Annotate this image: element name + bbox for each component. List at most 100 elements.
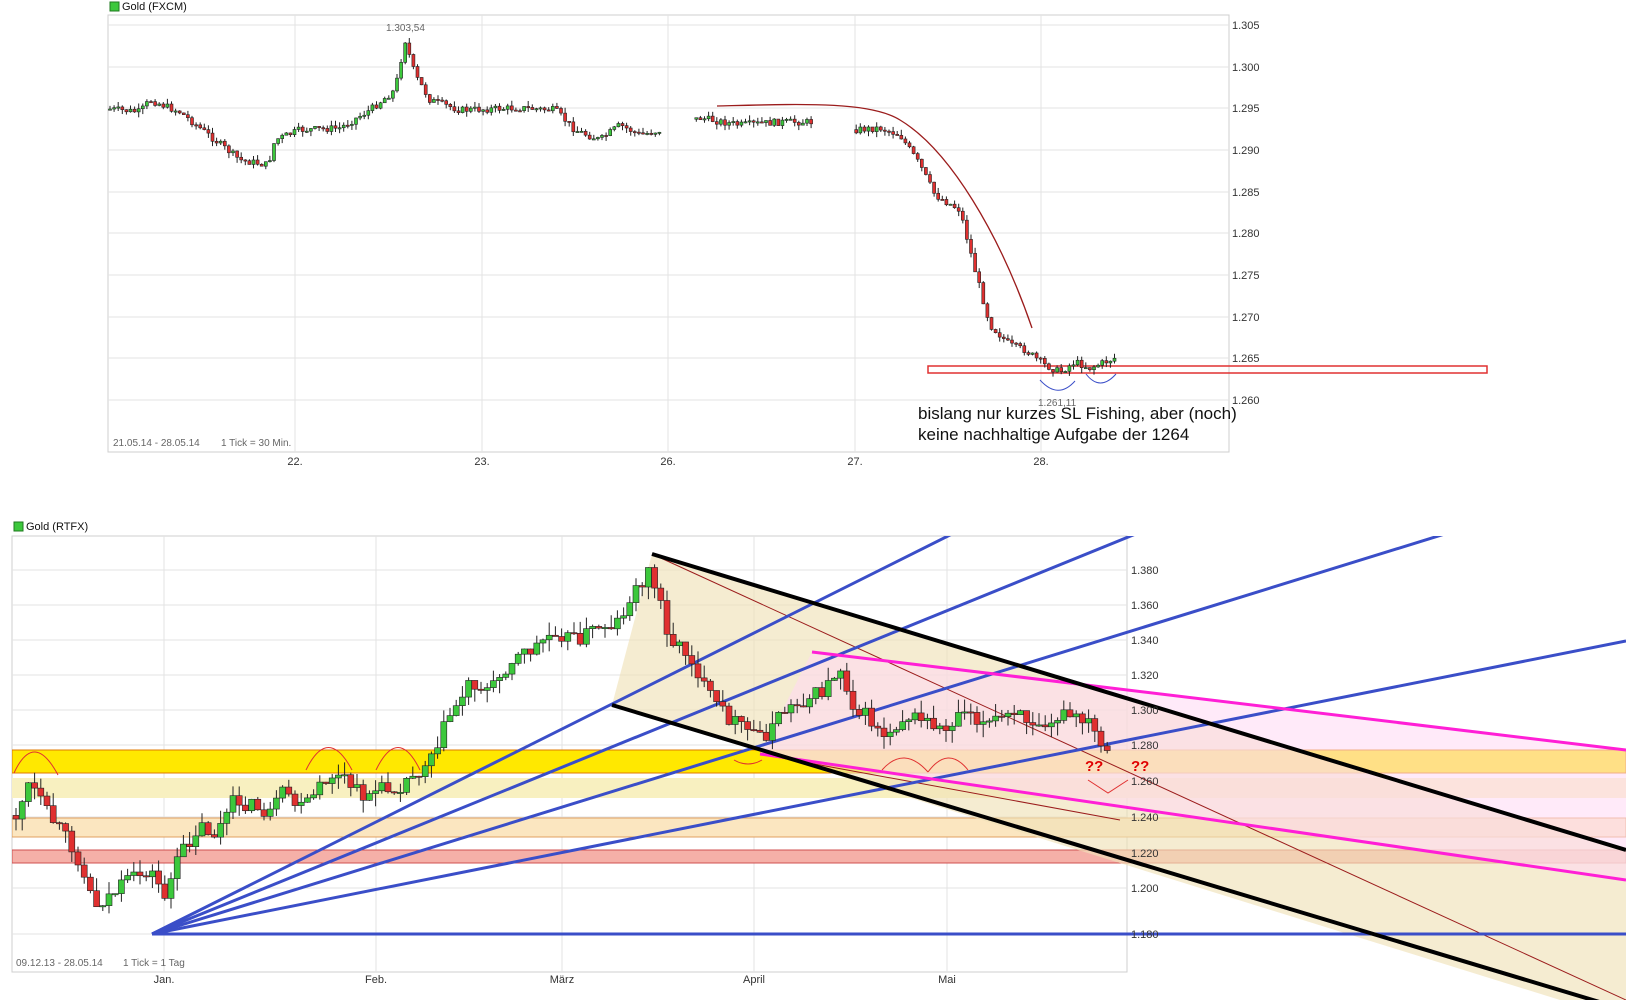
candle: [787, 704, 795, 714]
candle: [793, 704, 801, 707]
candle: [263, 161, 268, 167]
candle: [542, 107, 547, 111]
candle: [843, 670, 851, 692]
candle: [651, 567, 658, 589]
candle: [1026, 352, 1031, 355]
candle: [56, 822, 63, 825]
candle: [456, 110, 461, 113]
candle: [891, 131, 895, 135]
candle: [149, 101, 153, 104]
candle: [669, 634, 677, 647]
candle: [279, 786, 286, 799]
candle: [1103, 745, 1111, 751]
candle: [973, 252, 977, 273]
candle: [43, 795, 51, 806]
bottom-wedge-upper: [811, 650, 1626, 752]
candle: [300, 126, 305, 132]
candle: [432, 99, 436, 103]
candle: [116, 106, 120, 109]
candle: [374, 104, 379, 109]
candle: [924, 167, 928, 175]
candle: [855, 709, 863, 716]
candle: [452, 106, 457, 112]
candle: [68, 830, 76, 853]
chart-top: Gold (FXCM) 1.305 1.300 1.295 1.290 1.28…: [107, 1, 1488, 468]
candle: [1004, 712, 1012, 717]
candle: [239, 156, 243, 161]
candle: [521, 648, 528, 655]
candle: [993, 329, 998, 333]
candle: [173, 110, 178, 113]
candle: [1100, 360, 1104, 366]
candle: [354, 117, 358, 125]
candle: [1035, 724, 1043, 727]
candle: [965, 219, 969, 240]
candle: [460, 106, 465, 113]
candle: [321, 127, 326, 130]
bottom-y-tick: 1.280: [1131, 740, 1159, 752]
candle: [149, 870, 156, 878]
candle: [272, 143, 276, 161]
candle: [169, 103, 174, 112]
candle: [587, 134, 592, 140]
candle: [600, 135, 604, 138]
candle: [874, 725, 882, 729]
candle: [341, 774, 348, 777]
top-y-tick: 1.300: [1232, 62, 1260, 74]
candle: [120, 106, 125, 110]
candle: [136, 871, 144, 877]
candle: [539, 639, 547, 644]
candle: [747, 120, 752, 123]
candle: [601, 627, 609, 629]
candle: [992, 715, 999, 722]
candle: [378, 782, 386, 792]
candle: [268, 160, 272, 163]
candle: [276, 138, 280, 144]
candle: [317, 126, 321, 128]
candle: [136, 108, 141, 113]
candle: [505, 105, 510, 110]
candle: [700, 677, 708, 682]
candle: [242, 804, 249, 812]
candle: [858, 126, 863, 134]
top-grid: [108, 15, 1229, 452]
candle: [1079, 713, 1086, 724]
candle: [735, 121, 740, 126]
candle: [862, 707, 869, 716]
candle: [956, 207, 961, 212]
candle: [177, 110, 182, 114]
candle: [1030, 352, 1035, 355]
candle: [1023, 710, 1030, 723]
bottom-y-tick: 1.320: [1131, 670, 1159, 682]
candle: [173, 856, 181, 879]
candle: [751, 120, 756, 123]
candle: [698, 117, 703, 120]
candle: [676, 641, 683, 647]
candle: [448, 104, 453, 108]
candle: [1092, 366, 1096, 371]
candle: [333, 125, 338, 129]
candle: [591, 138, 596, 141]
candle: [231, 150, 235, 154]
candle: [776, 118, 781, 126]
candle: [706, 115, 711, 120]
candle: [192, 835, 200, 847]
candle: [645, 567, 652, 588]
candle: [1096, 364, 1100, 368]
candle: [403, 42, 408, 63]
candle: [1075, 359, 1080, 366]
candle: [37, 787, 45, 797]
top-high-label: 1.303,54: [386, 23, 425, 34]
bottom-chart-title: Gold (RTFX): [26, 521, 88, 533]
candle: [182, 112, 186, 115]
candle: [382, 98, 387, 104]
candle: [998, 715, 1006, 718]
candle: [579, 130, 584, 133]
candle: [248, 798, 255, 812]
candle: [407, 42, 412, 55]
chart-bottom: Gold (RTFX) 1.380 1.360 1.340 1.320 1.30…: [11, 521, 1626, 1000]
top-x-tick: 28.: [1033, 456, 1048, 468]
candle: [985, 303, 990, 318]
candle: [756, 729, 764, 733]
